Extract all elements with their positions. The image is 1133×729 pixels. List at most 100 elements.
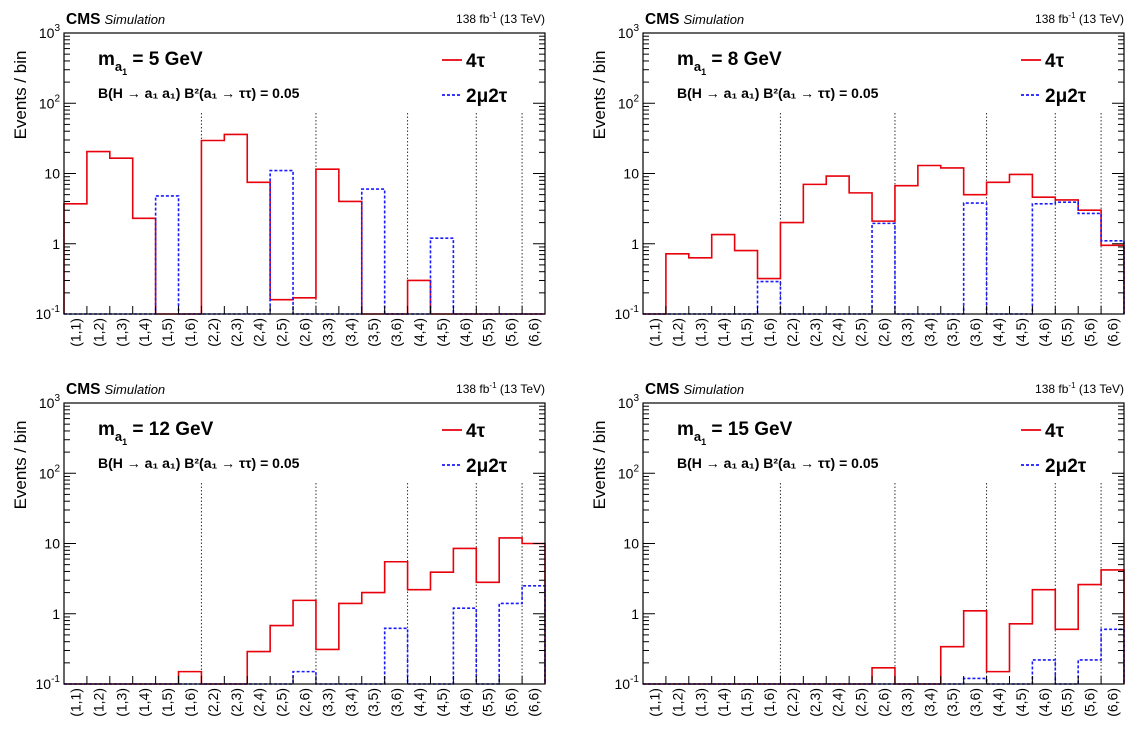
x-tick-label: (5,6) bbox=[503, 318, 519, 347]
x-tick-label: (4,6) bbox=[1036, 688, 1052, 717]
lumi-label: 138 fb-1 (13 TeV) bbox=[456, 11, 545, 26]
x-tick-label: (1,6) bbox=[182, 688, 198, 717]
y-tick-exp: 2 bbox=[633, 93, 639, 104]
energy-value: (13 TeV) bbox=[1076, 12, 1124, 26]
lumi-exponent: -1 bbox=[489, 11, 497, 20]
x-tick-label: (1,4) bbox=[715, 688, 731, 717]
simulation-label: Simulation bbox=[104, 382, 165, 397]
x-tick-label: (2,3) bbox=[228, 318, 244, 347]
x-tick-label: (3,4) bbox=[921, 688, 937, 717]
x-tick-label: (6,6) bbox=[1105, 688, 1121, 717]
y-tick-exp: 2 bbox=[54, 93, 60, 104]
x-tick-label: (3,5) bbox=[944, 318, 960, 347]
plot-area bbox=[64, 403, 545, 684]
x-tick-label: (2,4) bbox=[251, 688, 267, 717]
mass-label: ma1 = 5 GeV bbox=[98, 49, 203, 77]
plot-area bbox=[643, 403, 1124, 684]
x-tick-label: (3,3) bbox=[898, 318, 914, 347]
x-tick-label: (1,6) bbox=[182, 318, 198, 347]
y-tick-base: 10 bbox=[39, 465, 55, 481]
x-tick-label: (2,3) bbox=[807, 318, 823, 347]
x-tick-label: (4,6) bbox=[457, 318, 473, 347]
mass-sub-a: a bbox=[115, 429, 123, 444]
x-tick-label: (2,6) bbox=[876, 688, 892, 717]
x-tick-label: (5,6) bbox=[1082, 688, 1098, 717]
x-tick-label: (5,6) bbox=[1082, 318, 1098, 347]
cms-header: CMS Simulation bbox=[66, 11, 165, 28]
panel-2: CMS Simulation 138 fb-1 (13 TeV)10-1110102… bbox=[590, 11, 1125, 347]
mass-value: = 15 GeV bbox=[706, 419, 792, 440]
simulation-label: Simulation bbox=[104, 12, 165, 27]
branching-ratio-label: B(H → a₁ a₁) B²(a₁ → ττ) = 0.05 bbox=[98, 455, 300, 471]
x-tick-label: (5,5) bbox=[1059, 318, 1075, 347]
mass-value: = 12 GeV bbox=[127, 419, 213, 440]
panel-1: CMS Simulation 138 fb-1 (13 TeV)10-1110102… bbox=[11, 11, 546, 347]
x-tick-label: (2,2) bbox=[205, 688, 221, 717]
x-tick-label: (3,4) bbox=[342, 318, 358, 347]
x-tick-label: (1,6) bbox=[761, 318, 777, 347]
y-axis-label: Events / bin bbox=[11, 421, 30, 510]
x-tick-label: (4,4) bbox=[990, 688, 1006, 717]
simulation-label: Simulation bbox=[683, 12, 744, 27]
x-tick-label: (6,6) bbox=[1105, 318, 1121, 347]
panel-4: CMS Simulation 138 fb-1 (13 TeV)10-1110102… bbox=[590, 381, 1125, 717]
x-tick-label: (2,6) bbox=[297, 688, 313, 717]
y-tick-label: 103 bbox=[618, 23, 640, 41]
x-tick-label: (2,2) bbox=[784, 688, 800, 717]
y-tick-label: 10-1 bbox=[615, 304, 640, 322]
mass-sub-1: 1 bbox=[122, 67, 127, 77]
x-tick-label: (3,6) bbox=[967, 318, 983, 347]
x-tick-label: (5,5) bbox=[480, 688, 496, 717]
x-tick-label: (4,5) bbox=[1013, 318, 1029, 347]
x-tick-label: (1,1) bbox=[67, 318, 83, 347]
x-tick-label: (2,4) bbox=[251, 318, 267, 347]
lumi-value: 138 fb bbox=[1035, 12, 1069, 26]
legend-4tau-label: 4τ bbox=[1045, 51, 1065, 72]
cms-label: CMS bbox=[66, 381, 100, 398]
lumi-label: 138 fb-1 (13 TeV) bbox=[1035, 11, 1124, 26]
cms-label: CMS bbox=[66, 11, 100, 28]
branching-ratio-label: B(H → a₁ a₁) B²(a₁ → ττ) = 0.05 bbox=[677, 85, 879, 101]
x-tick-label: (4,5) bbox=[434, 318, 450, 347]
y-tick-label: 103 bbox=[39, 23, 61, 41]
x-tick-label: (2,5) bbox=[274, 688, 290, 717]
x-tick-label: (3,3) bbox=[319, 688, 335, 717]
x-tick-label: (1,2) bbox=[669, 688, 685, 717]
x-tick-label: (2,5) bbox=[853, 688, 869, 717]
mass-symbol: m bbox=[98, 419, 115, 440]
x-tick-label: (1,2) bbox=[90, 688, 106, 717]
x-tick-label: (1,1) bbox=[67, 688, 83, 717]
series-2mu2tau-line bbox=[64, 169, 545, 315]
y-tick-label: 103 bbox=[618, 393, 640, 411]
y-tick-label: 10 bbox=[623, 166, 639, 182]
y-tick-exp: 3 bbox=[54, 23, 60, 34]
legend-2mu2tau-label: 2μ2τ bbox=[466, 86, 508, 107]
legend-2mu2tau-label: 2μ2τ bbox=[466, 456, 508, 477]
mass-symbol: m bbox=[98, 49, 115, 70]
x-tick-label: (1,3) bbox=[692, 318, 708, 347]
x-tick-label: (3,6) bbox=[967, 688, 983, 717]
x-tick-label: (3,3) bbox=[319, 318, 335, 347]
mass-label: ma1 = 8 GeV bbox=[677, 49, 782, 77]
x-tick-label: (6,6) bbox=[526, 318, 542, 347]
x-tick-label: (1,1) bbox=[646, 318, 662, 347]
x-tick-label: (1,2) bbox=[90, 318, 106, 347]
y-tick-base: 10 bbox=[618, 25, 634, 41]
x-tick-label: (2,4) bbox=[830, 688, 846, 717]
x-tick-label: (1,3) bbox=[113, 688, 129, 717]
x-tick-label: (3,4) bbox=[921, 318, 937, 347]
x-tick-label: (2,5) bbox=[274, 318, 290, 347]
lumi-exponent: -1 bbox=[1068, 11, 1076, 20]
plot-area bbox=[643, 33, 1124, 314]
legend-2mu2tau-label: 2μ2τ bbox=[1045, 456, 1087, 477]
y-tick-exp: -1 bbox=[51, 674, 60, 685]
mass-value: = 8 GeV bbox=[706, 49, 782, 70]
y-tick-label: 102 bbox=[618, 463, 640, 481]
y-tick-base: 10 bbox=[36, 306, 52, 322]
y-tick-label: 1 bbox=[52, 606, 60, 622]
lumi-value: 138 fb bbox=[1035, 382, 1069, 396]
x-tick-label: (1,4) bbox=[715, 318, 731, 347]
x-tick-label: (1,5) bbox=[159, 318, 175, 347]
energy-value: (13 TeV) bbox=[1076, 382, 1124, 396]
